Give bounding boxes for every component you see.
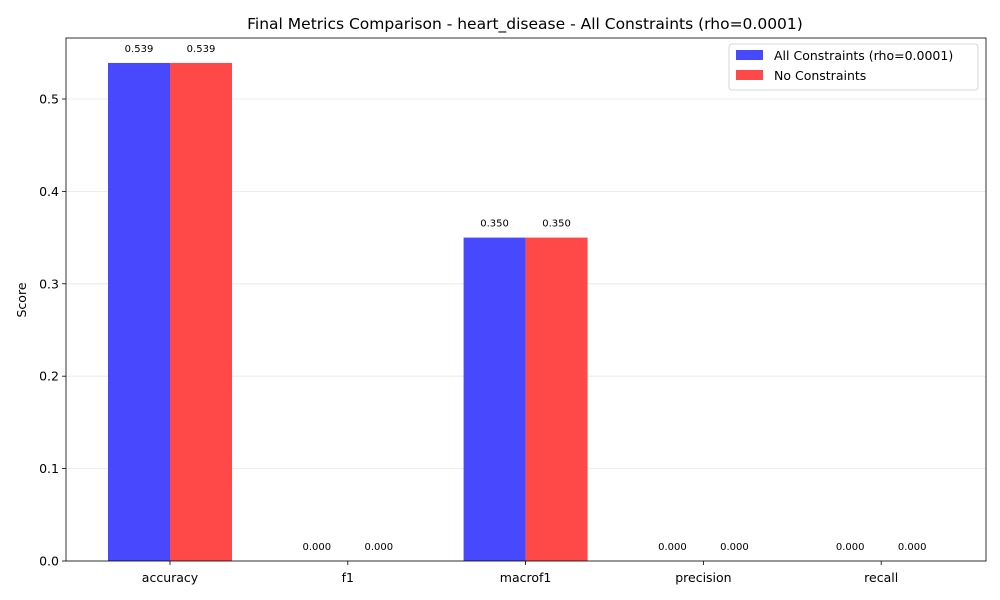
y-tick-label: 0.4 — [39, 184, 59, 199]
legend-label-series-0: All Constraints (rho=0.0001) — [774, 48, 953, 63]
data-label-accuracy-series-0: 0.539 — [125, 44, 154, 55]
bar-accuracy-series-1 — [170, 62, 232, 562]
legend-swatch-series-1 — [736, 70, 763, 80]
y-axis-label: Score — [14, 282, 29, 317]
data-label-f1-series-0: 0.000 — [302, 542, 331, 553]
legend: All Constraints (rho=0.0001) No Constrain… — [728, 43, 979, 91]
y-tick-label: 0.3 — [39, 276, 59, 291]
data-label-precision-series-1: 0.000 — [720, 542, 749, 553]
bar-macrof1-series-1 — [525, 237, 588, 562]
y-tick-label: 0.0 — [39, 554, 59, 569]
x-tick-label-accuracy: accuracy — [142, 570, 199, 585]
data-label-accuracy-series-1: 0.539 — [187, 44, 216, 55]
bar-macrof1-series-0 — [463, 237, 526, 562]
legend-box — [728, 43, 979, 91]
x-tick-label-macrof1: macrof1 — [500, 570, 552, 585]
data-label-f1-series-1: 0.000 — [364, 542, 393, 553]
data-label-recall-series-0: 0.000 — [836, 542, 865, 553]
y-tick-label: 0.5 — [39, 91, 59, 106]
y-tick-label: 0.1 — [39, 461, 59, 476]
data-label-recall-series-1: 0.000 — [898, 542, 927, 553]
bar-layer — [108, 62, 588, 562]
data-label-precision-series-0: 0.000 — [658, 542, 687, 553]
y-tick-label: 0.2 — [39, 369, 59, 384]
legend-label-series-1: No Constraints — [774, 68, 866, 83]
x-tick-label-f1: f1 — [342, 570, 354, 585]
x-tick-label-precision: precision — [675, 570, 731, 585]
chart-title: Final Metrics Comparison - heart_disease… — [247, 15, 803, 34]
data-label-macrof1-series-1: 0.350 — [542, 219, 571, 230]
bar-accuracy-series-0 — [108, 62, 170, 562]
legend-swatch-series-0 — [736, 50, 763, 60]
plot-frame — [65, 37, 987, 562]
data-label-macrof1-series-0: 0.350 — [480, 219, 509, 230]
label-layer: 0.539 0.539 0.000 0.000 0.350 0.350 0.000 0.000… — [125, 44, 927, 553]
x-tick-label-recall: recall — [864, 570, 898, 585]
axis-layer: 0.0 0.1 0.2 0.3 0.4 0.5 accuracy f1 macrof1 preci… — [39, 37, 987, 585]
